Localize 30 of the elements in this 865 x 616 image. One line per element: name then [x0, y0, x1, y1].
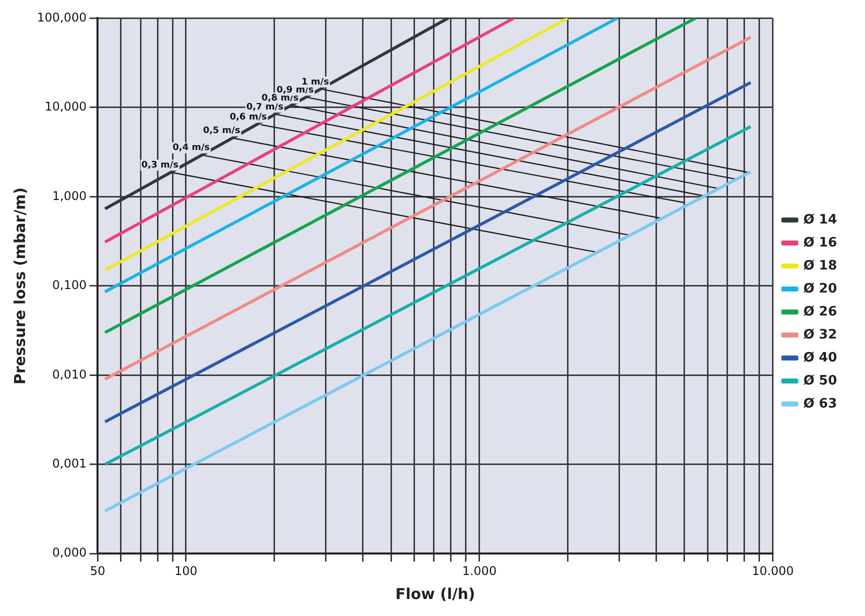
legend-label: Ø 16 [803, 235, 838, 250]
annotation: 0,8 m/s [262, 93, 299, 104]
x-tick-label: 1.000 [462, 564, 497, 578]
annotation: 0,3 m/s [141, 160, 179, 170]
legend-label: Ø 32 [803, 327, 838, 342]
legend-label: Ø 20 [803, 281, 838, 296]
y-tick-label: 0,100 [52, 278, 87, 292]
annotation: 0,6 m/s [230, 112, 267, 123]
legend-label: Ø 63 [803, 396, 838, 412]
legend-label: Ø 40 [803, 350, 838, 366]
x-tick-label: 10.000 [752, 564, 794, 578]
x-tick-label: 100 [174, 564, 198, 578]
y-tick-label: 100,000 [37, 10, 87, 24]
y-axis-title: Pressure loss (mbar/m) [10, 187, 29, 384]
x-axis-title: Flow (l/h) [395, 584, 476, 603]
annotation: 1 m/s [302, 77, 329, 88]
y-tick-label: 0,000 [52, 546, 87, 560]
y-tick-label: 10,000 [44, 100, 87, 114]
y-tick-label: 0,010 [52, 367, 87, 382]
legend-label: Ø 18 [803, 258, 838, 274]
x-tick-label: 50 [90, 564, 106, 578]
y-tick-label: 1,000 [52, 188, 87, 203]
legend-label: Ø 14 [803, 212, 838, 228]
legend-label: Ø 26 [803, 304, 838, 320]
annotation: 0,4 m/s [172, 143, 210, 154]
annotation: 0,5 m/s [203, 126, 240, 136]
y-tick-label: 0,001 [52, 456, 87, 470]
annotation: 0,7 m/s [246, 102, 284, 112]
annotation: 0,9 m/s [276, 85, 314, 96]
legend-label: Ø 50 [803, 373, 838, 388]
